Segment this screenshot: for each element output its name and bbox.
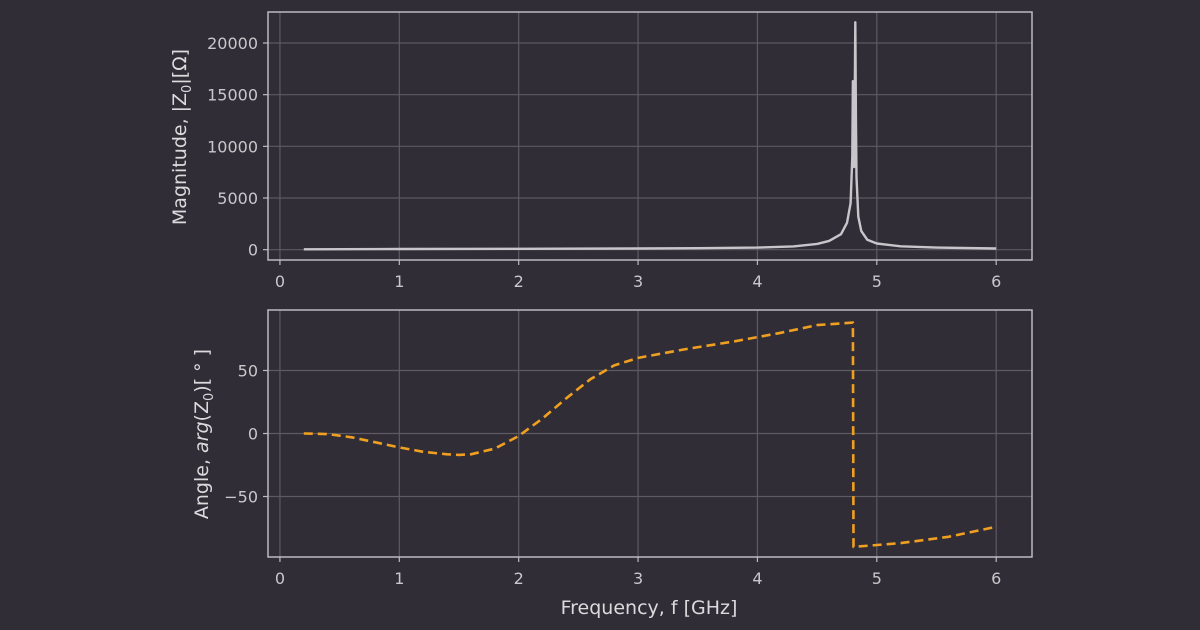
x-tick-label: 3 bbox=[633, 569, 643, 588]
x-tick-label: 4 bbox=[752, 272, 762, 291]
y-tick-label: 10000 bbox=[207, 137, 258, 156]
magnitude-series-line bbox=[303, 21, 997, 251]
angle-panel: 0 1 2 3 4 5 6 −50 0 50 Angle, arg(Z0)[ ° ] Freque… bbox=[191, 309, 1033, 619]
x-tick-label: 5 bbox=[872, 569, 882, 588]
x-tick-label: 6 bbox=[991, 569, 1001, 588]
x-tick-label: 6 bbox=[991, 272, 1001, 291]
y-tick-label: 15000 bbox=[207, 86, 258, 105]
angle-ticks: 0 1 2 3 4 5 6 −50 0 50 bbox=[224, 361, 1001, 588]
angle-grid bbox=[268, 310, 1032, 557]
x-tick-label: 4 bbox=[752, 569, 762, 588]
angle-xlabel: Frequency, f [GHz] bbox=[561, 597, 738, 619]
x-tick-label: 1 bbox=[394, 569, 404, 588]
y-tick-label: 20000 bbox=[207, 34, 258, 53]
angle-series-line bbox=[303, 321, 997, 549]
x-tick-label: 3 bbox=[633, 272, 643, 291]
y-tick-label: 0 bbox=[248, 241, 258, 260]
x-tick-label: 1 bbox=[394, 272, 404, 291]
x-tick-label: 0 bbox=[275, 569, 285, 588]
angle-ylabel: Angle, arg(Z0)[ ° ] bbox=[191, 349, 217, 519]
x-tick-label: 2 bbox=[514, 569, 524, 588]
x-tick-label: 0 bbox=[275, 272, 285, 291]
y-tick-label: −50 bbox=[224, 488, 258, 507]
magnitude-axes-frame bbox=[267, 11, 1033, 261]
y-tick-label: 0 bbox=[248, 425, 258, 444]
magnitude-ticks: 0 1 2 3 4 5 6 0 5000 10000 15000 20000 bbox=[207, 34, 1001, 291]
x-tick-label: 5 bbox=[872, 272, 882, 291]
x-tick-label: 2 bbox=[514, 272, 524, 291]
magnitude-grid bbox=[268, 12, 1032, 260]
magnitude-ylabel: Magnitude, |Z0|[Ω] bbox=[169, 49, 195, 225]
magnitude-panel: 0 1 2 3 4 5 6 0 5000 10000 15000 20000 Magnitude, |… bbox=[169, 11, 1033, 291]
y-tick-label: 5000 bbox=[217, 189, 258, 208]
y-tick-label: 50 bbox=[238, 361, 258, 380]
